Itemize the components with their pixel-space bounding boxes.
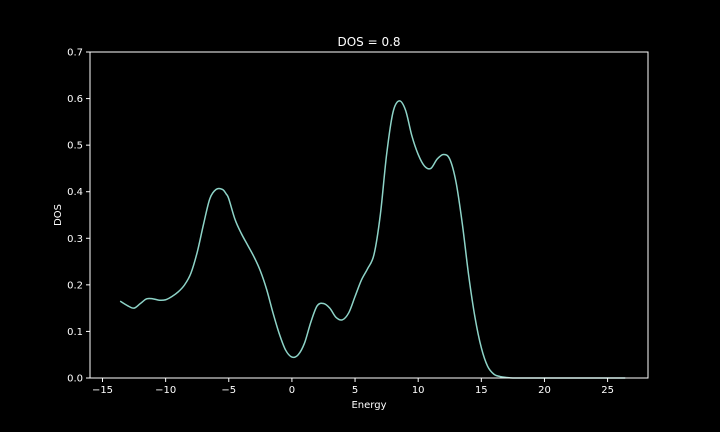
x-tick-label: 10	[412, 385, 425, 396]
y-tick-label: 0.1	[67, 327, 83, 338]
y-tick-label: 0.0	[67, 374, 83, 385]
y-axis-label: DOS	[53, 204, 64, 226]
y-tick-label: 0.5	[67, 141, 83, 152]
x-axis: −15 −10 −5 0 5 10 15 20 25	[92, 378, 614, 396]
x-tick-label: 25	[601, 385, 614, 396]
x-tick-label: 5	[352, 385, 358, 396]
y-tick-label: 0.4	[67, 187, 83, 198]
dos-series-line	[119, 100, 626, 379]
y-axis: 0.0 0.1 0.2 0.3 0.4 0.5 0.6 0.7	[67, 48, 90, 385]
plot-frame	[89, 51, 649, 379]
x-tick-label: 20	[538, 385, 551, 396]
x-tick-label: 0	[289, 385, 295, 396]
y-tick-label: 0.3	[67, 234, 83, 245]
y-tick-label: 0.2	[67, 280, 83, 291]
y-tick-label: 0.6	[67, 94, 83, 105]
x-tick-label: 15	[475, 385, 488, 396]
y-tick-label: 0.7	[67, 48, 83, 59]
x-tick-label: −5	[221, 385, 236, 396]
x-axis-label: Energy	[351, 400, 386, 411]
x-tick-label: −15	[92, 385, 113, 396]
x-tick-label: −10	[155, 385, 176, 396]
chart-title: DOS = 0.8	[337, 35, 400, 49]
plot-area	[119, 100, 626, 379]
